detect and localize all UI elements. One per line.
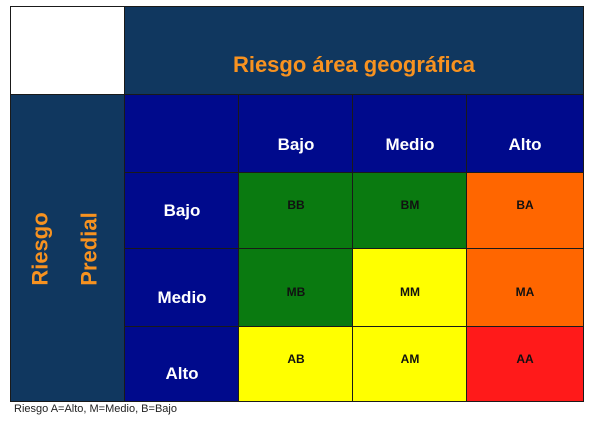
cell-code: MM	[400, 285, 420, 299]
cell-aa: AA	[466, 326, 584, 402]
cell-code: MA	[515, 285, 535, 299]
side-label-line1: Riesgo	[27, 212, 53, 286]
cell-code: AA	[516, 352, 534, 366]
corner-empty	[10, 6, 126, 96]
column-header-medio: Medio	[352, 94, 468, 174]
legend-note: Riesgo A=Alto, M=Medio, B=Bajo	[14, 403, 177, 415]
cell-bb: BB	[238, 172, 354, 250]
side-label-line2: Predial	[76, 212, 102, 286]
column-header-label: Bajo	[277, 135, 315, 154]
cell-ma: MA	[466, 248, 584, 328]
column-header-bajo: Bajo	[238, 94, 354, 174]
row-header-label: Alto	[165, 364, 199, 383]
row-header-bajo: Bajo	[124, 172, 240, 250]
row-header-label: Bajo	[163, 201, 201, 220]
side-band	[10, 94, 126, 402]
column-header-label: Medio	[385, 135, 435, 154]
row-header-label: Medio	[157, 288, 207, 307]
cell-bm: BM	[352, 172, 468, 250]
grid-corner	[124, 94, 240, 174]
cell-mm: MM	[352, 248, 468, 328]
cell-ba: BA	[466, 172, 584, 250]
row-header-alto: Alto	[124, 326, 240, 402]
cell-code: AB	[287, 352, 305, 366]
cell-mb: MB	[238, 248, 354, 328]
row-header-medio: Medio	[124, 248, 240, 328]
cell-code: MB	[286, 285, 306, 299]
header-band: Riesgo área geográfica	[124, 6, 584, 96]
cell-code: BM	[400, 198, 420, 212]
cell-code: BA	[516, 198, 534, 212]
column-header-label: Alto	[508, 135, 542, 154]
column-header-alto: Alto	[466, 94, 584, 174]
cell-code: AM	[400, 352, 420, 366]
cell-code: BB	[287, 198, 305, 212]
page-title: Riesgo área geográfica	[232, 52, 476, 77]
cell-am: AM	[352, 326, 468, 402]
cell-ab: AB	[238, 326, 354, 402]
